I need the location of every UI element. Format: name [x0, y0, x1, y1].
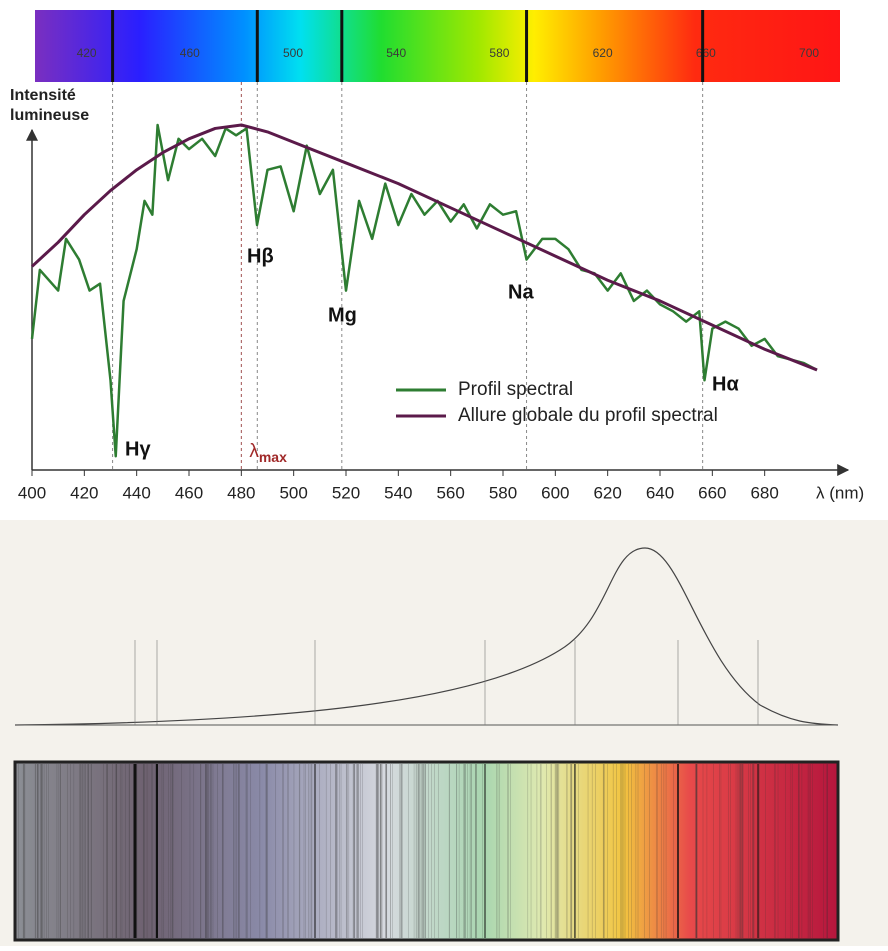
- y-axis-label: lumineuse: [10, 107, 89, 124]
- x-tick-label: 560: [436, 483, 464, 502]
- legend-label: Profil spectral: [458, 379, 573, 400]
- x-tick-label: 440: [122, 483, 150, 502]
- x-tick-label: 400: [18, 483, 46, 502]
- lambda-max-label: λmax: [249, 441, 287, 465]
- spectrum-tick-label: 620: [593, 46, 613, 60]
- spectrum-tick-label: 540: [386, 46, 406, 60]
- line-label: Hβ: [247, 245, 274, 267]
- x-tick-label: 520: [332, 483, 360, 502]
- x-tick-label: 600: [541, 483, 569, 502]
- spectrum-tick-label: 660: [696, 46, 716, 60]
- x-tick-label: 480: [227, 483, 255, 502]
- spectrum-bar: [35, 10, 840, 82]
- series-line: [30, 123, 818, 458]
- solar-curve: [14, 547, 839, 726]
- x-tick-label: 660: [698, 483, 726, 502]
- x-tick-label: 460: [175, 483, 203, 502]
- spectrum-tick-label: 700: [799, 46, 819, 60]
- x-axis-label: λ (nm): [816, 483, 864, 502]
- x-tick-label: 540: [384, 483, 412, 502]
- lambda-subscript: max: [259, 449, 287, 465]
- x-tick-label: 420: [70, 483, 98, 502]
- legend-label: Allure globale du profil spectral: [458, 405, 718, 426]
- x-tick-label: 500: [279, 483, 307, 502]
- y-axis-label: Intensité: [10, 87, 76, 104]
- x-tick-label: 640: [646, 483, 674, 502]
- x-tick-label: 620: [593, 483, 621, 502]
- fraunhofer-drawing: [0, 520, 888, 946]
- x-tick-label: 580: [489, 483, 517, 502]
- spectrum-tick-label: 500: [283, 46, 303, 60]
- line-label: Hα: [712, 373, 739, 395]
- solar-spectrum: [13, 760, 840, 942]
- line-label: Na: [508, 281, 534, 303]
- lambda-symbol: λ: [249, 441, 259, 462]
- line-label: Hγ: [125, 438, 151, 460]
- spectrum-tick-label: 580: [489, 46, 509, 60]
- spectrum-tick-label: 460: [180, 46, 200, 60]
- x-tick-label: 680: [750, 483, 778, 502]
- line-label: Mg: [328, 304, 357, 326]
- series-line: [30, 123, 818, 372]
- spectrum-tick-label: 420: [77, 46, 97, 60]
